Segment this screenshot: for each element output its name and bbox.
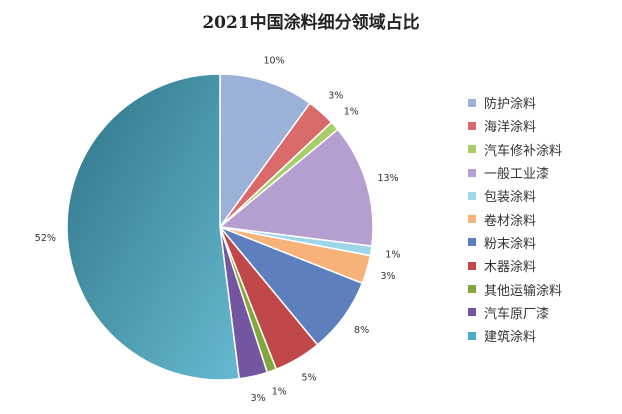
legend-swatch bbox=[468, 238, 476, 247]
legend-item: 汽车修补涂料 bbox=[468, 138, 618, 161]
legend-swatch bbox=[468, 98, 476, 107]
data-label: 8% bbox=[354, 325, 369, 336]
legend-swatch bbox=[468, 308, 476, 317]
legend-item: 卷材涂料 bbox=[468, 207, 618, 230]
legend-swatch bbox=[468, 121, 476, 130]
data-label: 13% bbox=[377, 173, 398, 184]
legend-swatch bbox=[468, 261, 476, 270]
legend-label: 建筑涂料 bbox=[484, 330, 537, 346]
data-label: 10% bbox=[264, 56, 285, 67]
legend-item: 包装涂料 bbox=[468, 184, 618, 207]
legend-item: 其他运输涂料 bbox=[468, 277, 618, 300]
legend-item: 海洋涂料 bbox=[468, 114, 618, 137]
data-label: 1% bbox=[272, 387, 287, 398]
legend-label: 包装涂料 bbox=[484, 190, 537, 206]
legend-item: 防护涂料 bbox=[468, 91, 618, 114]
chart-title: 2021中国涂料细分领域占比 bbox=[202, 13, 420, 33]
legend-item: 汽车原厂漆 bbox=[468, 301, 618, 324]
legend-label: 防护涂料 bbox=[484, 97, 537, 113]
legend-item: 建筑涂料 bbox=[468, 324, 618, 347]
pie-slice bbox=[218, 128, 374, 248]
legend-swatch bbox=[468, 331, 476, 340]
data-label: 1% bbox=[385, 249, 400, 260]
legend-label: 汽车原厂漆 bbox=[484, 306, 550, 322]
legend-item: 木器涂料 bbox=[468, 254, 618, 277]
legend-swatch bbox=[468, 168, 476, 177]
pie-slice bbox=[66, 73, 241, 381]
legend-label: 木器涂料 bbox=[484, 260, 537, 276]
data-label: 3% bbox=[381, 271, 396, 282]
legend-swatch bbox=[468, 285, 476, 294]
legend-label: 汽车修补涂料 bbox=[484, 143, 563, 159]
legend-item: 粉末涂料 bbox=[468, 231, 618, 254]
data-label: 52% bbox=[35, 233, 56, 244]
legend-label: 海洋涂料 bbox=[484, 120, 537, 136]
legend-swatch bbox=[468, 191, 476, 200]
data-label: 5% bbox=[302, 373, 317, 384]
pie-slice bbox=[219, 73, 311, 230]
legend-swatch bbox=[468, 145, 476, 154]
legend-label: 卷材涂料 bbox=[484, 213, 537, 229]
legend-label: 一般工业漆 bbox=[484, 167, 550, 183]
data-label: 1% bbox=[344, 106, 359, 117]
legend-label: 其他运输涂料 bbox=[484, 283, 563, 299]
legend-item: 一般工业漆 bbox=[468, 161, 618, 184]
data-label: 3% bbox=[328, 91, 343, 102]
legend-swatch bbox=[468, 215, 476, 224]
chart-legend: 防护涂料海洋涂料汽车修补涂料 一般工业漆包装涂料卷材涂料粉末涂料木器涂料其他运输涂… bbox=[468, 91, 618, 347]
data-label: 3% bbox=[251, 393, 266, 404]
legend-label: 粉末涂料 bbox=[484, 236, 537, 252]
